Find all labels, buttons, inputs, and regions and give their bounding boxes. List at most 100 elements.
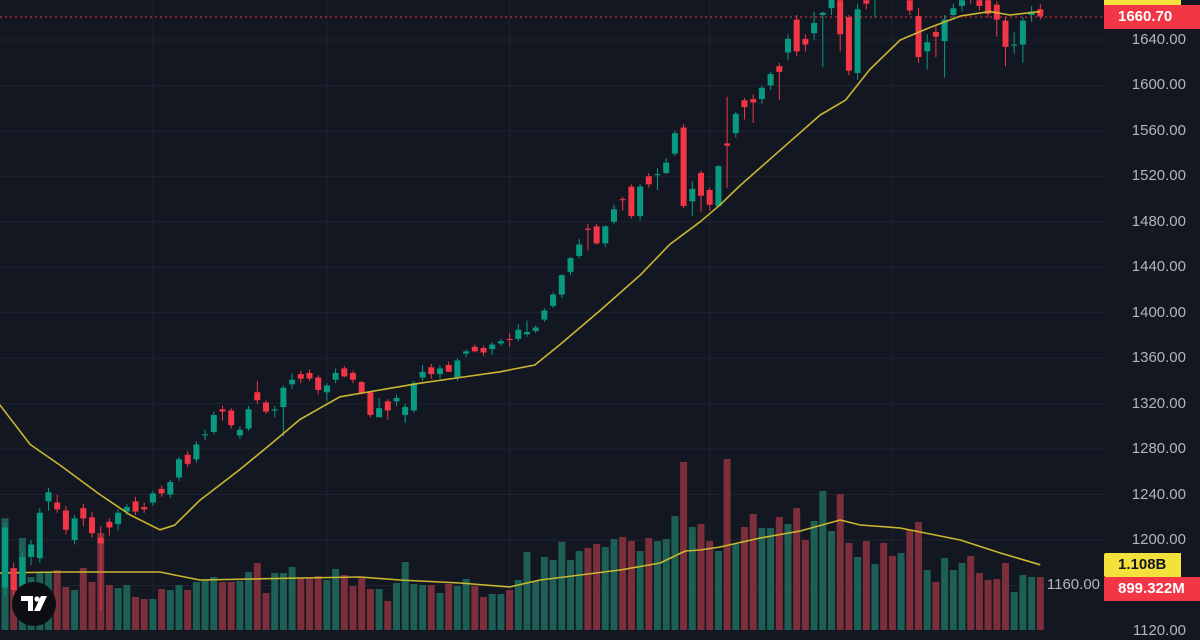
candle-body <box>732 113 739 134</box>
candle-body <box>941 19 948 42</box>
y-tick-label: 1120.00 <box>1132 621 1186 639</box>
candle-body <box>245 409 252 429</box>
volume-bar <box>227 582 235 630</box>
volume-bar <box>436 593 444 630</box>
tradingview-logo[interactable] <box>12 582 56 626</box>
candle-body <box>123 507 130 512</box>
candle-body <box>463 351 470 354</box>
volume-bar <box>1002 563 1009 630</box>
candle-body <box>811 22 818 34</box>
volume-bar <box>871 564 879 630</box>
volume-bar <box>915 522 922 630</box>
volume-bar <box>1010 592 1018 630</box>
volume-bar <box>967 556 975 630</box>
volume-bar <box>767 528 775 630</box>
volume-bar <box>192 582 200 630</box>
candle-body <box>54 502 61 510</box>
volume-bar <box>366 589 374 630</box>
candle-body <box>793 19 800 52</box>
y-tick-label: 1280.00 <box>1131 440 1186 458</box>
volume-bar <box>323 580 331 630</box>
candle-body <box>906 0 913 11</box>
y-tick-label: 1200.00 <box>1131 531 1186 548</box>
candle-body <box>611 209 617 222</box>
candle-body <box>854 9 861 73</box>
y-tick-label: 1520.00 <box>1131 167 1186 185</box>
volume-bar <box>645 538 653 630</box>
candle-body <box>332 372 339 380</box>
volume-bar <box>523 552 531 630</box>
candle-body <box>1011 44 1018 46</box>
volume-bar <box>654 541 661 630</box>
volume-bar <box>828 531 835 630</box>
volume-bar <box>71 590 79 630</box>
volume-bar <box>567 560 574 630</box>
volume-bar <box>453 586 461 630</box>
candle-body <box>384 401 391 411</box>
candle-body <box>671 133 678 154</box>
volume-bar <box>349 586 357 630</box>
candle-body <box>776 66 783 72</box>
candle-body <box>706 190 713 205</box>
y-tick-label: 1240.00 <box>1131 485 1186 503</box>
volume-bar <box>688 527 696 630</box>
candle-body <box>1002 20 1009 47</box>
volume-bar <box>480 597 487 630</box>
candle-body <box>863 0 870 4</box>
candle-body <box>393 397 400 402</box>
volume-bar <box>793 508 801 630</box>
candle-body <box>445 365 452 372</box>
candle-body <box>62 510 69 530</box>
candle-body <box>202 434 209 436</box>
candle-body <box>306 372 313 379</box>
candle-body <box>454 360 461 378</box>
candle-body <box>950 8 957 15</box>
candles <box>2 0 1044 611</box>
volume-bar <box>140 599 148 630</box>
candle-body <box>932 32 939 37</box>
candle-body <box>767 74 774 86</box>
volume-bar <box>819 491 827 630</box>
candle-body <box>985 0 992 14</box>
volume-bar <box>880 543 888 630</box>
candle-body <box>402 407 409 415</box>
candle-body <box>315 377 322 390</box>
candle-body <box>619 199 626 201</box>
volume-bar <box>732 544 740 630</box>
candle-body <box>350 372 356 380</box>
volume-bar <box>1028 577 1036 630</box>
candle-body <box>828 0 835 9</box>
y-tick-label: 1320.00 <box>1131 394 1186 412</box>
volume-bar <box>532 581 540 630</box>
candle-body <box>515 329 522 339</box>
candle-body <box>645 176 652 185</box>
y-tick-label: 1560.00 <box>1131 121 1186 139</box>
candle-body <box>289 379 296 385</box>
last-price-tag: 1660.70 <box>1104 5 1200 29</box>
volume-bar <box>506 590 514 630</box>
volume-bar <box>88 582 96 630</box>
volume-bar <box>393 583 400 630</box>
volume-bar <box>619 537 627 630</box>
candle-body <box>724 143 731 146</box>
volume-bar <box>514 580 522 630</box>
y-tick-label: 1400.00 <box>1131 303 1186 321</box>
candle-body <box>97 537 104 544</box>
volume-bar <box>941 558 949 630</box>
volume-bar <box>584 548 592 630</box>
candle-body <box>263 402 269 412</box>
candle-body <box>28 544 35 558</box>
volume-bar <box>445 584 453 630</box>
volume-bar <box>854 557 862 630</box>
volume-ma-tag: 1.108B <box>1104 553 1181 577</box>
candle-body <box>210 415 217 433</box>
volume-bar <box>627 541 635 630</box>
candle-body <box>524 332 530 335</box>
candle-body <box>2 527 8 588</box>
volume-bar <box>497 594 505 630</box>
volume-bar <box>888 556 896 630</box>
volume-bar <box>471 586 479 630</box>
volume-bar <box>975 573 983 630</box>
volume-bar <box>236 581 244 630</box>
